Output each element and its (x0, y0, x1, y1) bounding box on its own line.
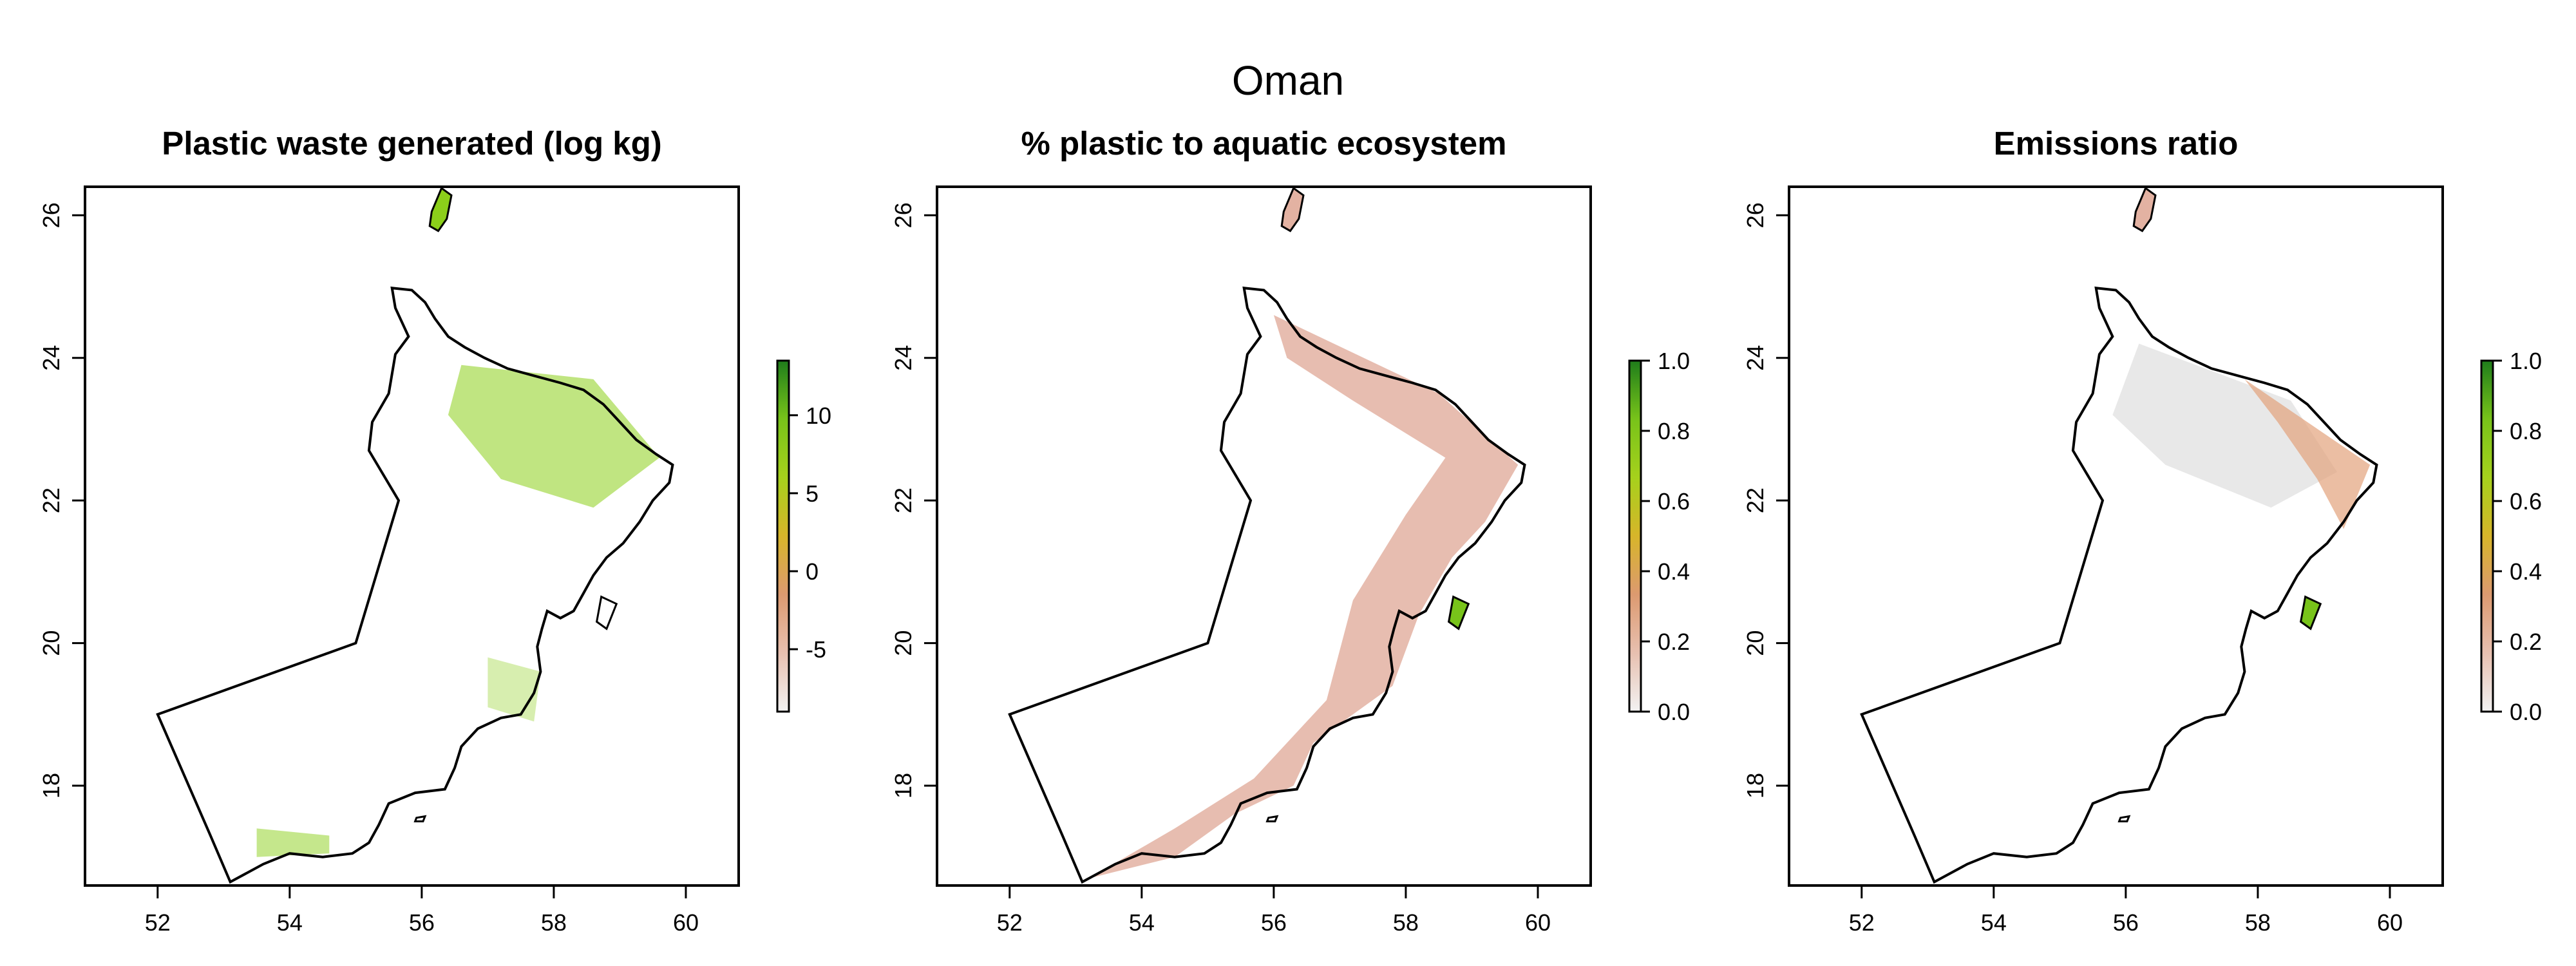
panel-title: Emissions ratio (1994, 125, 2239, 162)
legend-tick-label: 0.6 (1658, 488, 1690, 515)
y-tick-label: 26 (1742, 202, 1768, 228)
island-outline (1265, 815, 1279, 822)
y-tick-label: 24 (1742, 345, 1768, 371)
panel-3: Emissions ratio 52 54 56 58 60 18 20 22 24 26 0.0 0.… (1742, 125, 2542, 936)
x-tick-label: 52 (1849, 909, 1875, 936)
legend-bar (1628, 359, 1642, 713)
legend-tick-label: 0.0 (1658, 699, 1690, 725)
legend-tick-label: 0.0 (2510, 699, 2542, 725)
panel-1: Plastic waste generated (log kg) 52 54 56 58… (38, 125, 831, 936)
x-tick-label: 58 (1393, 909, 1419, 936)
emissions-interior (2112, 343, 2337, 508)
x-tick-label: 52 (145, 909, 171, 936)
country-border (156, 286, 674, 884)
legend-tick-label: 5 (806, 480, 819, 507)
legend-tick-label: 1.0 (2510, 348, 2542, 374)
y-tick-label: 20 (1742, 630, 1768, 656)
y-tick-label: 20 (38, 630, 64, 656)
panel-2: % plastic to aquatic ecosystem 52 54 56 58 60… (890, 125, 1690, 936)
y-tick-label: 18 (1742, 773, 1768, 799)
x-tick-label: 52 (997, 909, 1023, 936)
legend-bar (776, 359, 790, 713)
x-tick-label: 54 (1129, 909, 1155, 936)
plot-area (1008, 187, 1526, 884)
y-tick-label: 26 (38, 202, 64, 228)
y-tick-label: 18 (890, 773, 916, 799)
legend-tick-label: 1.0 (1658, 348, 1690, 374)
legend-tick-label: 0.8 (1658, 418, 1690, 444)
x-tick-label: 56 (1261, 909, 1287, 936)
y-tick-label: 22 (1742, 488, 1768, 513)
figure-title: Oman (1231, 57, 1345, 104)
plot-frame (936, 185, 1592, 887)
x-tick-label: 54 (1981, 909, 2007, 936)
masirah-outline (1447, 595, 1470, 630)
country-border (1860, 286, 2378, 884)
legend-bar (2480, 359, 2494, 713)
legend-tick-label: 0.4 (1658, 558, 1690, 585)
masirah-outline (595, 595, 618, 630)
waste-patch-south (256, 828, 330, 857)
x-tick-label: 56 (409, 909, 435, 936)
y-tick-label: 24 (38, 345, 64, 371)
x-tick-label: 60 (1525, 909, 1551, 936)
plot-area (1860, 187, 2378, 884)
plot-frame (84, 185, 740, 887)
legend-tick-label: 0.6 (2510, 488, 2542, 515)
y-tick-label: 18 (38, 773, 64, 799)
legend-tick-label: 0.2 (1658, 629, 1690, 655)
waste-patch-north (448, 365, 659, 508)
x-tick-label: 60 (2377, 909, 2403, 936)
y-tick-label: 24 (890, 345, 916, 371)
masirah-outline (2299, 595, 2322, 630)
x-tick-label: 58 (541, 909, 567, 936)
plot-frame (1788, 185, 2444, 887)
y-tick-label: 22 (890, 488, 916, 513)
country-border (1008, 286, 1526, 884)
panel-title: Plastic waste generated (log kg) (162, 125, 662, 162)
island-outline (2117, 815, 2131, 822)
musandam-outline (2132, 187, 2157, 232)
y-tick-label: 26 (890, 202, 916, 228)
x-tick-label: 58 (2245, 909, 2271, 936)
legend-tick-label: 0.4 (2510, 558, 2542, 585)
y-tick-label: 22 (38, 488, 64, 513)
emissions-coast (2244, 379, 2371, 529)
country-fill (1009, 288, 1525, 882)
legend-tick-label: 0.2 (2510, 629, 2542, 655)
plot-area (156, 187, 674, 884)
x-tick-label: 54 (277, 909, 303, 936)
legend-tick-label: 10 (806, 402, 831, 429)
legend-tick-label: 0 (806, 558, 819, 585)
legend-tick-label: -5 (806, 636, 826, 663)
musandam-outline (428, 187, 453, 232)
x-tick-label: 56 (2113, 909, 2139, 936)
panel-title: % plastic to aquatic ecosystem (1021, 125, 1507, 162)
x-tick-label: 60 (673, 909, 699, 936)
y-tick-label: 20 (890, 630, 916, 656)
musandam-outline (1280, 187, 1305, 232)
island-outline (413, 815, 427, 822)
legend-tick-label: 0.8 (2510, 418, 2542, 444)
